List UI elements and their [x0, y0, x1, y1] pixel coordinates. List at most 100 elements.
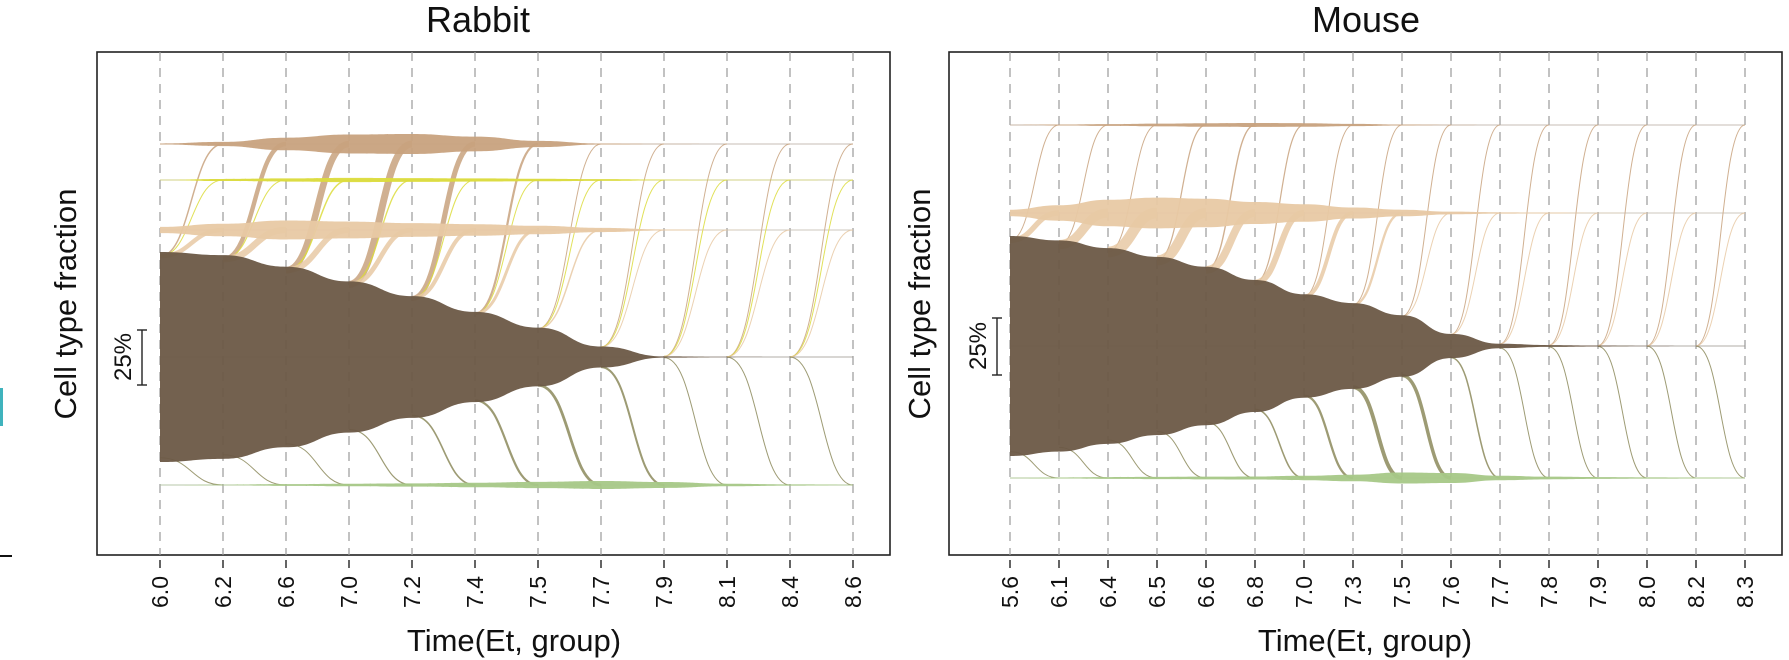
x-tick-label: 6.4: [1095, 576, 1121, 608]
transition-flow: [1548, 346, 1599, 479]
transition-flow: [537, 179, 602, 330]
mouse-title: Mouse: [1312, 0, 1420, 40]
transition-flow: [348, 428, 413, 486]
x-tick-label: 7.5: [525, 576, 551, 608]
transition-flow: [1548, 212, 1599, 346]
x-tick-label: 7.4: [462, 576, 488, 608]
cell-type-ribbon: [160, 252, 853, 462]
mouse-y-axis-label: Cell type fraction: [902, 189, 937, 420]
x-tick-label: 8.2: [1683, 576, 1709, 608]
transition-flow: [474, 399, 539, 487]
transition-flow: [1352, 211, 1403, 306]
transition-flow: [537, 383, 602, 487]
x-tick-label: 6.2: [210, 576, 236, 608]
transition-flow: [726, 229, 791, 358]
mouse-plot-frame: [948, 51, 1783, 556]
x-tick-label: 8.3: [1732, 576, 1758, 608]
mouse-panel: Mouse 5.6 6.1 6.4 6.5 6.6 6.8 7.0 7.3 7.5 7.6 7.7 7…: [902, 0, 1783, 658]
transition-flow: [537, 229, 602, 330]
transition-flow: [474, 228, 539, 316]
rabbit-x-ticks: 6.0 6.2 6.6 7.0 7.2 7.4 7.5 7.7 7.9 8.1 8.4 8.6: [147, 560, 866, 608]
transition-flow: [1499, 347, 1550, 479]
transition-flow: [1646, 124, 1697, 347]
transition-flow: [1401, 212, 1452, 317]
transition-flow: [600, 366, 665, 487]
transition-flow: [1107, 439, 1158, 479]
transition-flow: [600, 143, 665, 348]
transition-flow: [1695, 345, 1746, 479]
mouse-x-ticks: 5.6 6.1 6.4 6.5 6.6 6.8 7.0 7.3 7.5 7.6 7.7 7.8 7.9 8…: [997, 560, 1758, 608]
mouse-cell-type-ribbons: [1010, 123, 1745, 484]
cell-type-ribbon: [1010, 236, 1745, 456]
x-tick-label: 8.6: [840, 576, 866, 608]
transition-flow: [1352, 385, 1403, 480]
x-tick-label: 6.1: [1046, 576, 1072, 608]
transition-flow: [663, 229, 728, 357]
x-tick-label: 7.9: [651, 576, 677, 608]
x-tick-label: 6.8: [1242, 576, 1268, 608]
transition-flow: [1695, 212, 1746, 347]
transition-flow: [1401, 373, 1452, 480]
transition-flow: [1303, 394, 1354, 480]
transition-flow: [1695, 124, 1746, 347]
transition-flow: [411, 179, 476, 300]
transition-flow: [663, 357, 728, 486]
x-tick-label: 6.6: [1193, 576, 1219, 608]
rabbit-title: Rabbit: [426, 0, 530, 40]
x-tick-label: 6.5: [1144, 576, 1170, 608]
transition-flow: [726, 143, 791, 358]
cell-type-ribbon: [160, 134, 853, 154]
x-tick-label: 7.2: [399, 576, 425, 608]
x-tick-label: 7.9: [1585, 576, 1611, 608]
transition-flow: [1646, 345, 1697, 479]
x-tick-label: 7.6: [1438, 576, 1464, 608]
x-tick-label: 7.7: [588, 576, 614, 608]
transition-flow: [663, 143, 728, 357]
transition-flow: [1450, 356, 1501, 479]
rabbit-x-axis-label: Time(Et, group): [407, 623, 621, 658]
x-tick-label: 7.8: [1536, 576, 1562, 608]
transition-flow: [1499, 124, 1550, 345]
cell-type-ribbon: [160, 481, 853, 489]
x-tick-label: 5.6: [997, 576, 1023, 608]
transition-flow: [789, 143, 854, 358]
transition-flow: [1450, 212, 1501, 335]
rabbit-panel: Rabbit 6.0 6.2 6.6 7.0 7.2 7.4 7.5 7.7 7.9 8.1 8.4…: [48, 0, 891, 658]
x-tick-label: 6.0: [147, 576, 173, 608]
transition-flow: [1156, 431, 1207, 479]
x-tick-label: 6.6: [273, 576, 299, 608]
transition-flow: [1009, 124, 1060, 241]
transition-flow: [1303, 211, 1354, 299]
rabbit-cell-type-ribbons: [160, 134, 853, 489]
transition-flow: [789, 179, 854, 358]
cell-type-ribbon: [160, 220, 853, 240]
x-tick-label: 8.1: [714, 576, 740, 608]
x-tick-label: 7.3: [1340, 576, 1366, 608]
mouse-scale-bar: 25%: [965, 317, 1002, 376]
transition-flow: [663, 179, 728, 357]
transition-flow: [348, 140, 413, 288]
rabbit-scale-bar-label: 25%: [110, 333, 137, 381]
transition-flow: [726, 356, 791, 486]
mouse-x-axis-label: Time(Et, group): [1258, 623, 1472, 658]
transition-flow: [1401, 124, 1452, 317]
cell-type-ribbon: [1010, 197, 1745, 229]
transition-flow: [1058, 446, 1109, 479]
transition-flow: [159, 143, 224, 257]
transition-flow: [411, 414, 476, 486]
cell-type-ribbon: [1010, 472, 1745, 484]
transition-flow: [600, 179, 665, 348]
transition-flow: [789, 229, 854, 358]
transition-flow: [1597, 345, 1648, 479]
crop-artifact-color: [0, 388, 3, 426]
transition-flow: [789, 356, 854, 486]
x-tick-label: 8.0: [1634, 576, 1660, 608]
mouse-scale-bar-label: 25%: [965, 322, 992, 370]
transition-flow: [1646, 212, 1697, 347]
x-tick-label: 7.5: [1389, 576, 1415, 608]
x-tick-label: 8.4: [777, 576, 803, 608]
rabbit-y-axis-label: Cell type fraction: [48, 189, 83, 420]
transition-flow: [474, 179, 539, 315]
cell-type-ribbon: [1010, 123, 1745, 127]
